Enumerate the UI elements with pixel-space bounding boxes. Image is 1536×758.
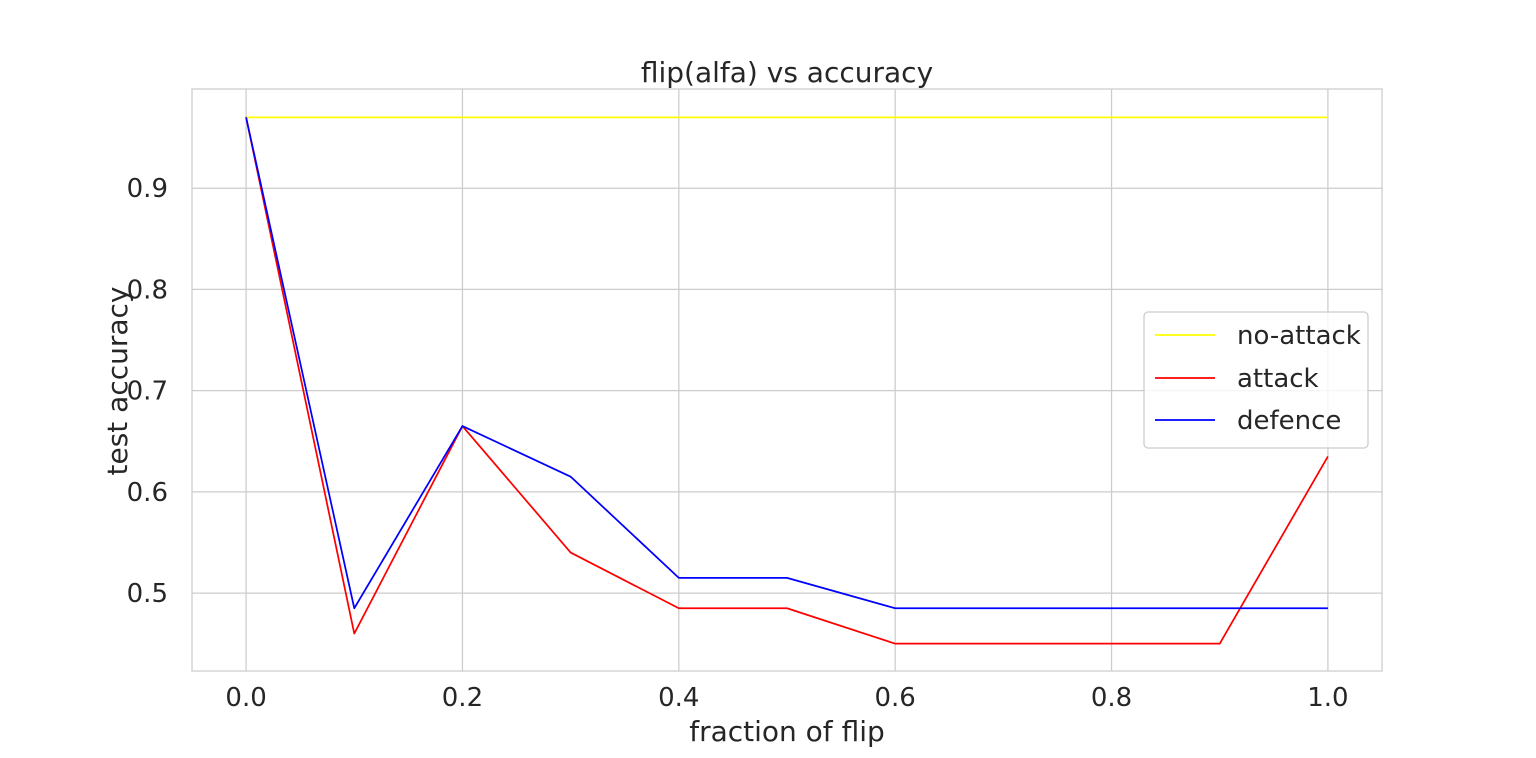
chart-title: flip(alfa) vs accuracy	[641, 56, 933, 89]
x-tick-labels: 0.0 0.2 0.4 0.6 0.8 1.0	[225, 683, 1348, 713]
x-tick-label: 0.8	[1091, 683, 1132, 713]
y-tick-label: 0.7	[127, 377, 168, 407]
legend-label: attack	[1237, 364, 1319, 394]
x-tick-label: 0.4	[658, 683, 699, 713]
grid-lines	[192, 89, 1382, 671]
y-tick-label: 0.5	[127, 579, 168, 609]
y-tick-label: 0.6	[127, 478, 168, 508]
series-line-attack	[245, 117, 1329, 645]
legend-label: no-attack	[1237, 321, 1361, 351]
legend-frame	[1143, 311, 1369, 449]
y-tick-labels: 0.5 0.6 0.7 0.8 0.9	[127, 174, 168, 609]
plot-area-frame	[191, 88, 1383, 672]
x-axis-label: fraction of flip	[689, 715, 885, 748]
series-lines	[245, 116, 1329, 645]
y-tick-label: 0.9	[127, 174, 168, 204]
legend-label: defence	[1237, 406, 1341, 436]
y-tick-label: 0.8	[127, 275, 168, 305]
x-tick-label: 1.0	[1307, 683, 1348, 713]
series-line-defence	[245, 117, 1328, 610]
x-tick-label: 0.6	[875, 683, 916, 713]
legend: no-attack attack defence	[1143, 311, 1369, 449]
y-axis-label: test accuracy	[101, 287, 134, 476]
x-tick-label: 0.0	[225, 683, 266, 713]
x-tick-label: 0.2	[442, 683, 483, 713]
